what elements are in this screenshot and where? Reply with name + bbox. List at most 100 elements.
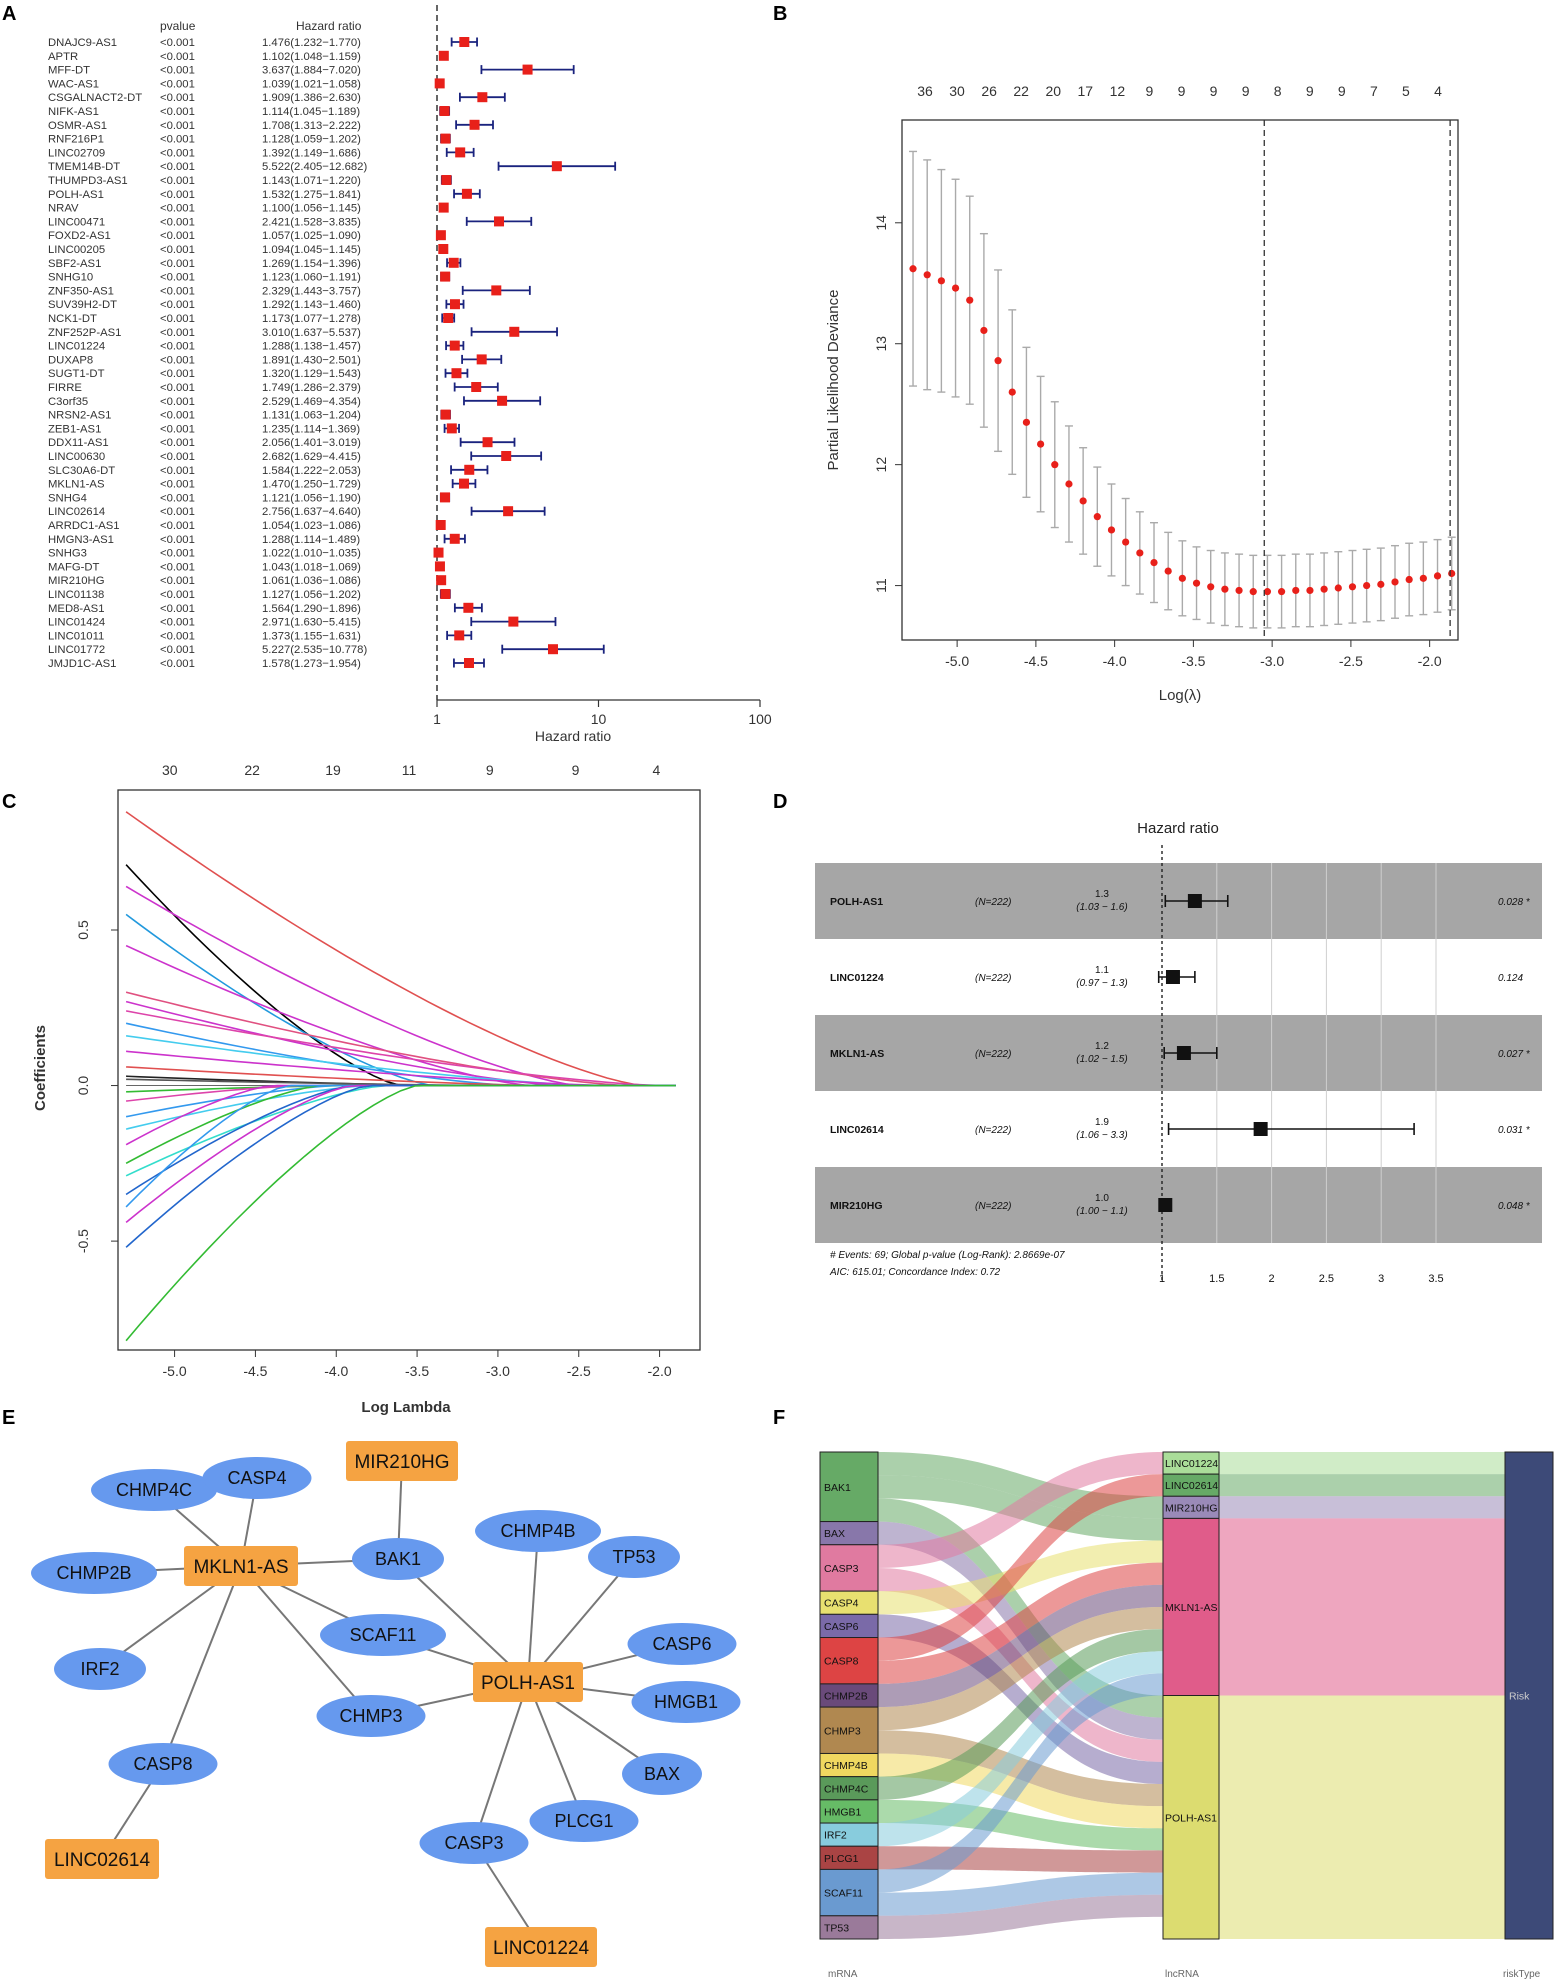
gene-label: MKLN1-AS xyxy=(830,1048,884,1060)
deviance-point xyxy=(1363,581,1371,590)
hr-marker xyxy=(1158,1198,1173,1212)
top-count-label: 22 xyxy=(244,762,260,778)
hr-label: 1.320(1.129−1.543) xyxy=(262,368,361,380)
hr-label: 1.054(1.023−1.086) xyxy=(262,520,361,532)
deviance-point xyxy=(1164,567,1172,575)
coefficient-path xyxy=(125,1084,676,1208)
mrna-node xyxy=(627,1623,737,1665)
deviance-point xyxy=(1277,588,1286,596)
hr-marker xyxy=(476,354,487,365)
pvalue-label: <0.001 xyxy=(160,561,195,573)
mrna-node xyxy=(819,1451,879,1523)
gene-label: MAFG-DT xyxy=(48,561,100,573)
hr-marker xyxy=(451,368,462,379)
gene-label: FOXD2-AS1 xyxy=(48,230,111,242)
hr-marker xyxy=(449,533,460,544)
node-label: CASP3 xyxy=(444,1833,503,1853)
ci-label: (1.06 − 3.3) xyxy=(1076,1130,1127,1141)
hr-marker xyxy=(1165,970,1180,984)
hr-marker xyxy=(551,161,562,172)
top-count-label: 17 xyxy=(1078,83,1094,99)
deviance-point xyxy=(909,265,917,273)
gene-label: CSGALNACT2-DT xyxy=(48,92,142,104)
panel-label-f: F xyxy=(773,1407,785,1429)
lncrna-node xyxy=(346,1441,458,1481)
hr-marker xyxy=(459,37,470,47)
mrna-node xyxy=(202,1457,312,1499)
hr-marker xyxy=(464,464,475,475)
deviance-point xyxy=(1136,549,1144,557)
hr-label: 2.329(1.443−3.757) xyxy=(262,285,361,297)
pvalue-label: <0.001 xyxy=(160,603,195,615)
panel-label-e: E xyxy=(2,1407,15,1429)
network-edge xyxy=(473,1681,529,1844)
pvalue-label: <0.001 xyxy=(160,327,195,339)
sankey-flow xyxy=(878,1614,1163,1785)
pvalue-label: <0.001 xyxy=(160,451,195,463)
hr-label: 1.057(1.025−1.090) xyxy=(262,230,361,242)
top-count-label: 5 xyxy=(1402,83,1410,99)
hr-label: 1.127(1.056−1.202) xyxy=(262,589,361,601)
sankey-flow xyxy=(1219,1496,1505,1519)
ci-label: (1.03 − 1.6) xyxy=(1076,902,1127,913)
axis-label: riskType xyxy=(1503,1969,1541,1980)
deviance-point xyxy=(1391,578,1399,586)
x-tick-label: -3.0 xyxy=(486,1363,510,1379)
hr-marker xyxy=(443,313,454,323)
gene-label: MIR210HG xyxy=(48,575,105,587)
hr-marker xyxy=(491,285,502,296)
mrna-node xyxy=(31,1552,157,1594)
hr-marker xyxy=(547,644,558,655)
plot-frame xyxy=(117,789,701,1351)
lncrna-node xyxy=(473,1662,583,1702)
hr-marker xyxy=(461,188,472,199)
node-label: PLCG1 xyxy=(554,1811,613,1831)
deviance-point xyxy=(1405,575,1413,584)
node-label: MKLN1-AS xyxy=(193,1557,288,1578)
gene-label: FIRRE xyxy=(48,382,82,394)
ci-label: (1.00 − 1.1) xyxy=(1076,1206,1127,1217)
hr-marker xyxy=(463,602,474,613)
deviance-point xyxy=(1022,418,1031,426)
pvalue-label: <0.001 xyxy=(160,479,195,491)
hr-label: 1.143(1.071−1.220) xyxy=(262,175,361,187)
network-edge xyxy=(397,1558,529,1683)
mrna-node xyxy=(819,1706,879,1754)
hr-label: 5.522(2.405−12.682) xyxy=(262,161,367,173)
node-label: CASP6 xyxy=(652,1634,711,1654)
gene-label: APTR xyxy=(48,51,78,63)
risk-node xyxy=(1504,1451,1554,1940)
pvalue-label: 0.031 * xyxy=(1498,1125,1531,1136)
y-tick-label: 0.5 xyxy=(75,920,91,940)
pvalue-label: <0.001 xyxy=(160,630,195,642)
top-count-label: 4 xyxy=(652,762,660,778)
mrna-node xyxy=(419,1822,529,1864)
hr-label: 1.022(1.010−1.035) xyxy=(262,548,361,560)
x-tick-label: 100 xyxy=(748,711,772,727)
hr-label: 2.421(1.528−3.835) xyxy=(262,216,361,228)
sankey-flow xyxy=(1219,1518,1505,1696)
top-count-label: 7 xyxy=(1370,83,1378,99)
hr-label: 1.532(1.275−1.841) xyxy=(262,189,361,201)
hr-label: 1.2 xyxy=(1095,1041,1109,1052)
hr-marker xyxy=(435,230,446,241)
hr-marker xyxy=(469,119,480,130)
y-tick-label: 12 xyxy=(873,457,889,473)
deviance-point xyxy=(937,277,945,285)
pvalue-label: <0.001 xyxy=(160,37,195,49)
deviance-point xyxy=(951,284,960,292)
hr-label: 1.061(1.036−1.086) xyxy=(262,575,361,587)
hr-label: 2.756(1.637−4.640) xyxy=(262,506,361,518)
hr-label: 1.131(1.063−1.204) xyxy=(262,410,361,422)
pvalue-label: <0.001 xyxy=(160,410,195,422)
node-label: POLH-AS1 xyxy=(481,1673,575,1694)
node-label: BAX xyxy=(644,1764,680,1784)
y-axis-title: Partial Likelihood Deviance xyxy=(825,290,842,471)
hr-marker xyxy=(1187,894,1202,908)
n-label: (N=222) xyxy=(975,973,1011,984)
mrna-label: CASP4 xyxy=(824,1598,859,1610)
deviance-point xyxy=(1306,586,1314,595)
gene-label: POLH-AS1 xyxy=(830,896,883,908)
deviance-point xyxy=(1249,588,1257,596)
x-tick-label: -2.0 xyxy=(1418,653,1442,669)
